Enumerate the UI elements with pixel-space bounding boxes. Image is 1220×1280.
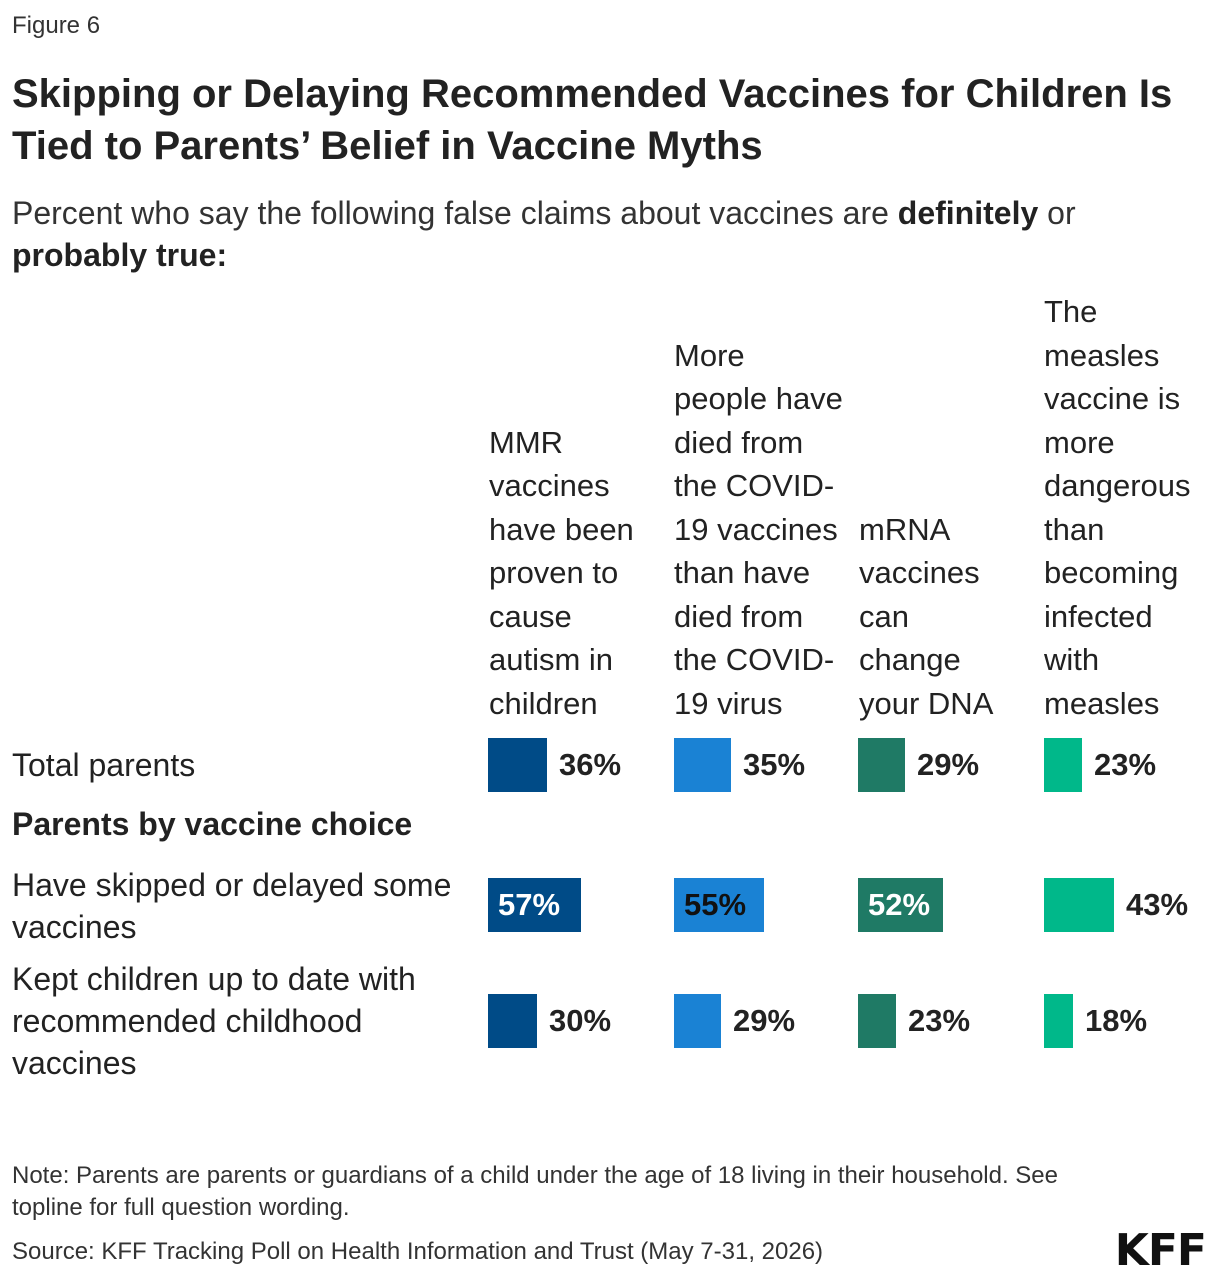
chart-title: Skipping or Delaying Recommended Vaccine… <box>12 72 1173 168</box>
value-label-mmr-row0: 36% <box>559 747 622 782</box>
bar-covid-row1 <box>674 878 764 932</box>
chart-subtitle: Percent who say the following false clai… <box>12 192 1202 276</box>
bar-covid-row0 <box>674 738 731 792</box>
value-label-covid-row0: 35% <box>743 747 806 782</box>
bar-measles-row1 <box>1044 878 1114 932</box>
bar-mmr-row2 <box>488 994 537 1048</box>
column-header-covid: More people have died from the COVID-19 … <box>674 337 843 721</box>
bar-measles-row0 <box>1044 738 1082 792</box>
group-label-vaccine-choice: Parents by vaccine choice <box>12 806 413 842</box>
value-label-measles-row1: 43% <box>1126 887 1189 922</box>
value-label-mrna-row0: 29% <box>917 747 980 782</box>
chart-source: Source: KFF Tracking Poll on Health Info… <box>12 1238 824 1265</box>
value-label-mmr-row1: 57% <box>498 887 561 922</box>
value-label-measles-row0: 23% <box>1094 747 1157 782</box>
chart-note: Note: Parents are parents or guardians o… <box>12 1162 1059 1221</box>
kff-logo: KFF <box>1114 1225 1207 1276</box>
bar-mrna-row0 <box>858 738 905 792</box>
subtitle-text: Percent who say the following false clai… <box>12 195 898 231</box>
row-label-skipped-delayed: Have skipped or delayed some vaccines <box>12 867 452 945</box>
bar-covid-row2 <box>674 994 721 1048</box>
row-label-total-parents: Total parents <box>12 747 196 783</box>
bar-mrna-row2 <box>858 994 896 1048</box>
subtitle-bold-probably: probably true: <box>12 237 228 273</box>
column-header-mmr: MMR vaccines have been proven to cause a… <box>489 424 634 721</box>
value-label-mmr-row2: 30% <box>549 1003 612 1038</box>
value-label-mrna-row1: 52% <box>868 887 931 922</box>
subtitle-bold-definitely: definitely <box>897 195 1039 231</box>
figure-label: Figure 6 <box>12 12 101 39</box>
bar-mmr-row0 <box>488 738 547 792</box>
value-label-measles-row2: 18% <box>1085 1003 1148 1038</box>
value-label-mrna-row2: 23% <box>908 1003 971 1038</box>
value-label-covid-row1: 55% <box>684 887 747 922</box>
row-label-kept-up-to-date: Kept children up to date with recommende… <box>12 961 416 1081</box>
subtitle-text-or: or <box>1038 195 1076 231</box>
value-label-covid-row2: 29% <box>733 1003 796 1038</box>
column-header-measles: The measles vaccine is more dangerous th… <box>1044 294 1191 721</box>
bar-measles-row2 <box>1044 994 1073 1048</box>
column-header-mrna: mRNA vaccines can change your DNA <box>859 511 994 721</box>
bar-mmr-row1 <box>488 878 581 932</box>
bar-mrna-row1 <box>858 878 943 932</box>
